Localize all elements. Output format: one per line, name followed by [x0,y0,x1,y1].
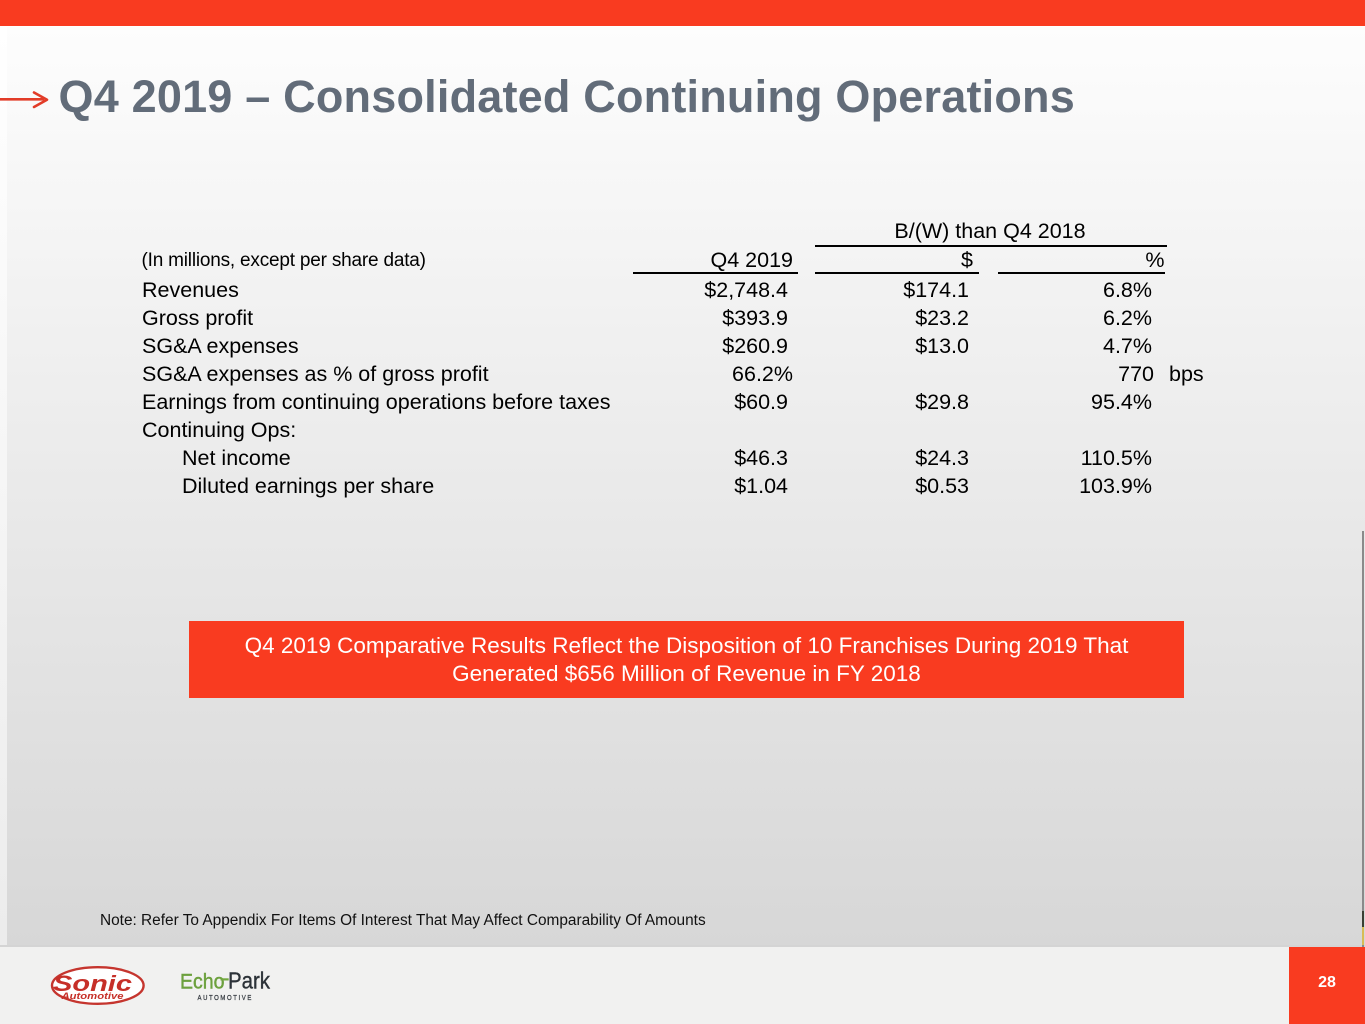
svg-text:Park: Park [228,968,270,994]
svg-text:Sonic: Sonic [53,971,132,996]
svg-text:Automotive: Automotive [60,991,124,1002]
svg-text:AUTOMOTIVE: AUTOMOTIVE [198,993,254,1002]
svg-text:Echo: Echo [180,971,225,994]
